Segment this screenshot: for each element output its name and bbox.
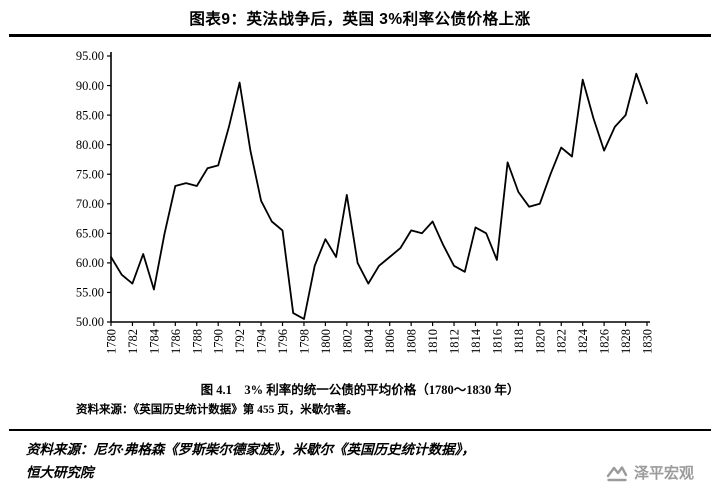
svg-text:70.00: 70.00 bbox=[76, 197, 104, 211]
chart-source: 资料来源：《英国历史统计数据》第 455 页，米歇尔著。 bbox=[76, 404, 358, 416]
title-divider bbox=[9, 34, 711, 37]
svg-text:1788: 1788 bbox=[190, 329, 204, 354]
svg-text:1796: 1796 bbox=[276, 329, 290, 354]
chart-caption: 图 4.1 3% 利率的统一公债的平均价格（1780～1830 年） bbox=[200, 383, 520, 397]
svg-text:1786: 1786 bbox=[169, 329, 183, 354]
svg-text:1804: 1804 bbox=[362, 328, 376, 354]
svg-text:1828: 1828 bbox=[619, 329, 633, 354]
watermark-text: 泽平宏观 bbox=[633, 465, 694, 483]
footer-divider bbox=[9, 429, 711, 431]
watermark: 泽平宏观 bbox=[605, 461, 694, 485]
line-chart: 50.00 55.00 60.00 65.00 70.00 75.00 80.00 85.00… bbox=[76, 49, 655, 354]
footer-source-line2: 恒大研究院 bbox=[26, 464, 94, 480]
svg-text:1824: 1824 bbox=[576, 328, 590, 354]
svg-text:1816: 1816 bbox=[490, 329, 504, 354]
svg-text:1782: 1782 bbox=[126, 329, 140, 354]
svg-text:85.00: 85.00 bbox=[76, 108, 104, 122]
zeping-macro-logo-icon bbox=[606, 466, 628, 482]
svg-text:1790: 1790 bbox=[212, 329, 226, 354]
svg-text:1808: 1808 bbox=[405, 329, 419, 354]
svg-text:55.00: 55.00 bbox=[76, 286, 104, 300]
svg-text:65.00: 65.00 bbox=[76, 227, 104, 241]
svg-text:1822: 1822 bbox=[555, 329, 569, 354]
svg-text:1812: 1812 bbox=[448, 329, 462, 354]
svg-text:1818: 1818 bbox=[512, 329, 526, 354]
footer-source-line1: 资料来源：尼尔·弗格森《罗斯柴尔德家族》，米歇尔《英国历史统计数据》， bbox=[26, 442, 475, 457]
svg-text:50.00: 50.00 bbox=[76, 315, 104, 329]
svg-text:80.00: 80.00 bbox=[76, 138, 104, 152]
svg-text:1780: 1780 bbox=[105, 329, 119, 354]
svg-text:1814: 1814 bbox=[469, 328, 483, 354]
svg-text:1798: 1798 bbox=[298, 329, 312, 354]
svg-text:1792: 1792 bbox=[233, 329, 247, 354]
svg-text:1826: 1826 bbox=[598, 329, 612, 354]
svg-text:75.00: 75.00 bbox=[76, 167, 104, 181]
svg-text:90.00: 90.00 bbox=[76, 79, 104, 93]
svg-text:1802: 1802 bbox=[340, 329, 354, 354]
footer: 资料来源：尼尔·弗格森《罗斯柴尔德家族》，米歇尔《英国历史统计数据》， 恒大研究… bbox=[0, 431, 720, 485]
svg-text:1830: 1830 bbox=[641, 329, 655, 354]
svg-text:95.00: 95.00 bbox=[76, 49, 104, 63]
svg-text:1806: 1806 bbox=[383, 329, 397, 354]
page-title: 图表9：英法战争后，英国 3%利率公债价格上涨 bbox=[189, 11, 531, 28]
svg-text:1784: 1784 bbox=[147, 328, 161, 354]
svg-text:1794: 1794 bbox=[255, 328, 269, 354]
footer-source: 资料来源：尼尔·弗格森《罗斯柴尔德家族》，米歇尔《英国历史统计数据》， 恒大研究… bbox=[26, 439, 475, 485]
svg-text:60.00: 60.00 bbox=[76, 256, 104, 270]
consols-price-figure: 50.00 55.00 60.00 65.00 70.00 75.00 80.00 85.00… bbox=[54, 46, 666, 417]
svg-text:1820: 1820 bbox=[533, 329, 547, 354]
svg-text:1800: 1800 bbox=[319, 329, 333, 354]
svg-text:1810: 1810 bbox=[426, 329, 440, 354]
